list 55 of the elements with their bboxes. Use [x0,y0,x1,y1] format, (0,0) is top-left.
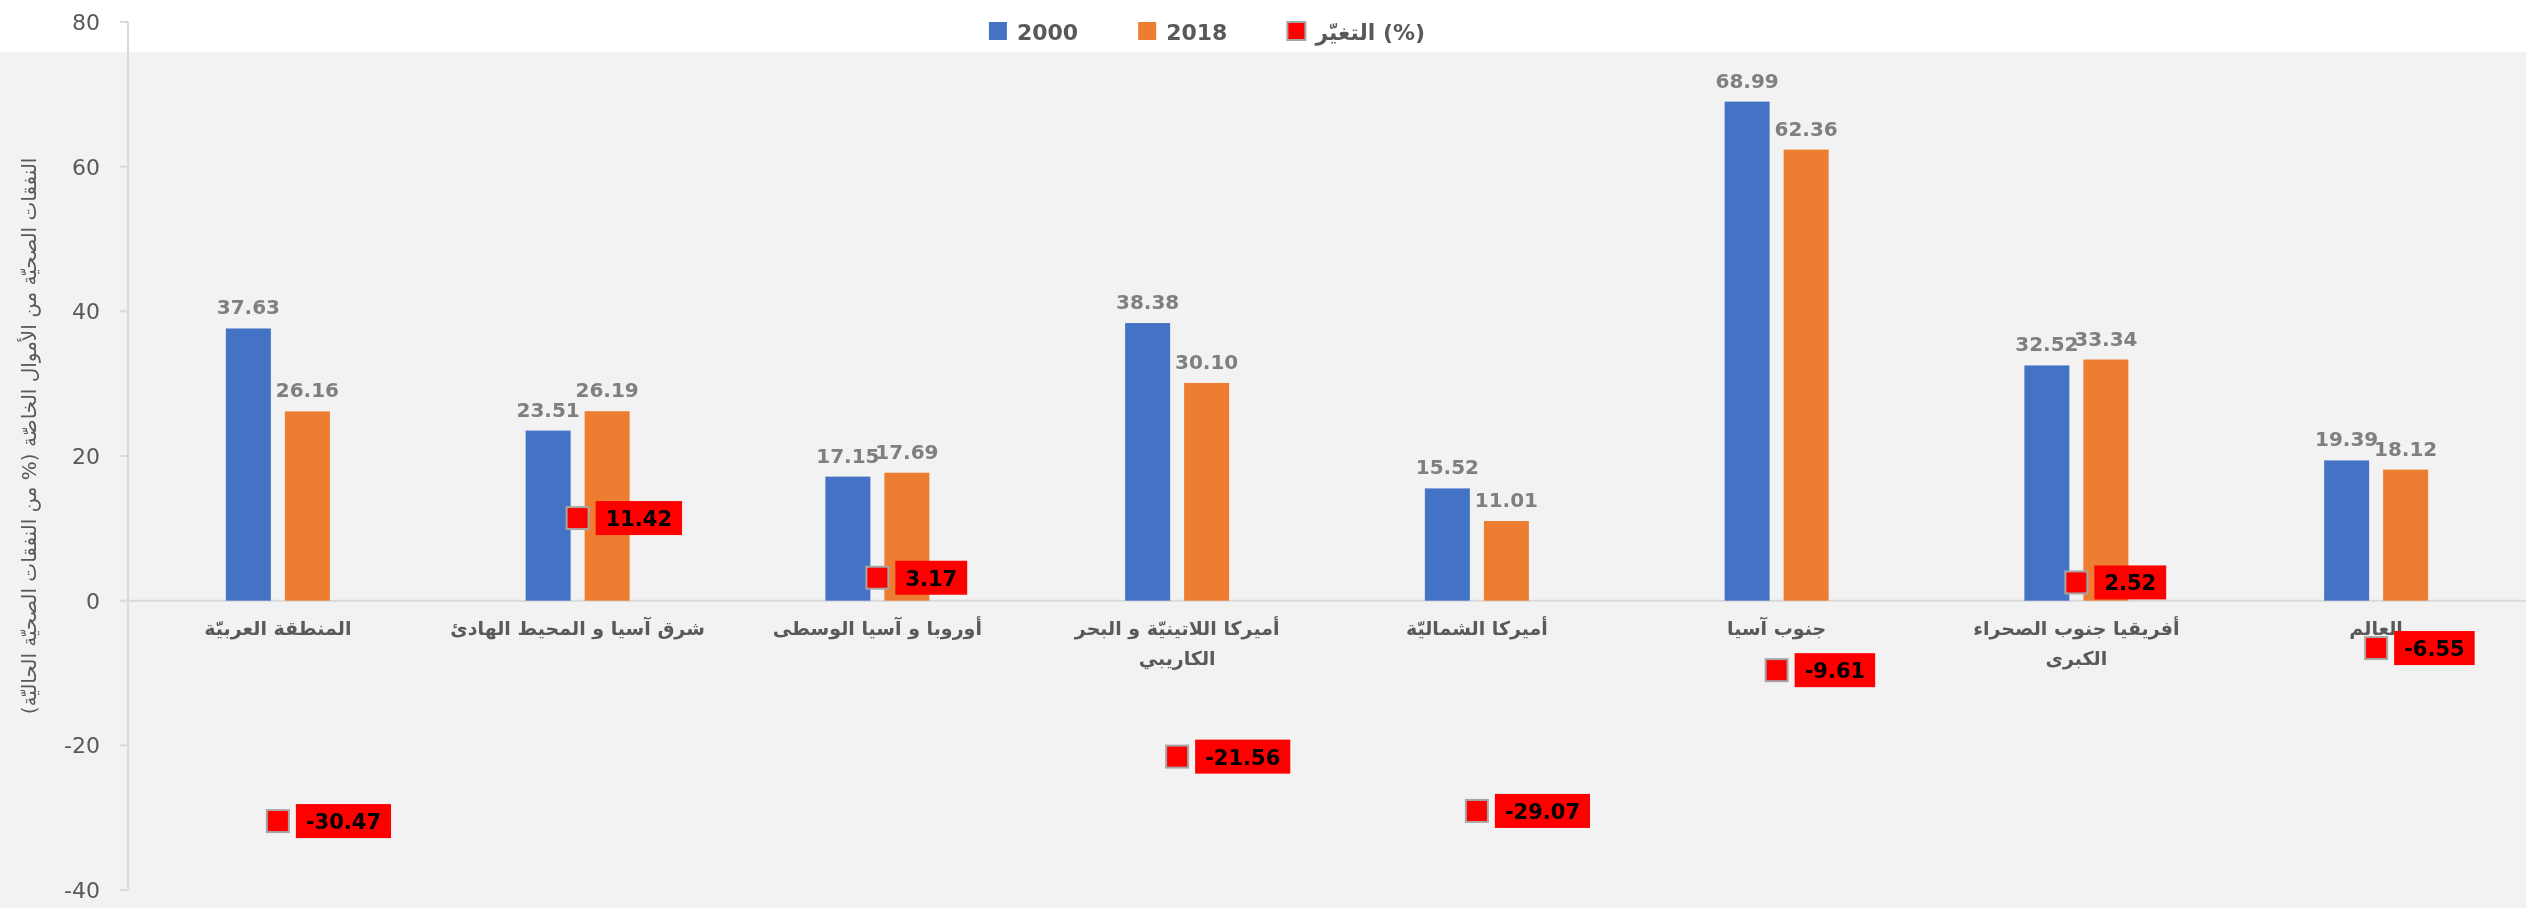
y-axis-title: النفقات الصحيّة من الأموال الخاصّة (% من النفقات الصحيّة الحاليّة) [17,157,41,715]
data-label: 30.10 [1174,349,1239,374]
point [2064,570,2089,595]
point [265,809,290,834]
data-label: 11.01 [1474,488,1539,513]
bar [1483,521,1529,601]
bar [1125,323,1171,601]
bar [1424,488,1470,601]
legend-label: 2000 [1016,20,1079,45]
data-label: 26.16 [275,378,340,403]
bar [825,476,871,601]
data-label: 15.52 [1415,455,1480,480]
legend-label: 2018 [1166,20,1228,45]
data-label: 3.17 [905,566,958,591]
bar [2383,469,2429,601]
data-label: 68.99 [1715,68,1779,93]
x-tick-label: أميركا الشماليّة [1405,615,1548,640]
data-label: -6.55 [2404,637,2465,662]
data-label: -9.61 [1804,659,1866,684]
point [1764,658,1789,683]
legend-label: التغيّر (%) [1314,20,1426,46]
data-label: -29.07 [1504,799,1581,824]
bar [525,430,571,601]
bar [1783,149,1829,601]
y-tick-label: -40 [64,878,100,903]
bar [225,328,271,601]
x-tick-label: أوروبا و آسيا الوسطى [772,615,982,640]
data-label: -21.56 [1205,745,1281,770]
y-tick-label: 80 [72,10,100,35]
data-label: 62.36 [1774,116,1838,141]
x-tick-label: أفريقيا جنوب الصحراء الكبرى [1973,615,2180,670]
point [865,565,890,590]
bar [2024,365,2070,601]
point [565,506,590,531]
y-tick-label: 0 [86,588,100,614]
bar [284,411,330,601]
x-tick-label: جنوب آسيا [1727,615,1827,640]
x-tick-label: شرق آسيا و المحيط الهادئ [450,615,705,640]
data-label: 37.63 [216,295,281,320]
bar [2324,460,2370,601]
y-tick-label: 40 [72,299,100,325]
point [1464,798,1489,823]
bar [1724,101,1770,601]
y-tick-label: -20 [64,733,100,759]
data-label: 11.42 [605,507,673,532]
x-tick-label: العالم [2349,616,2403,639]
data-label: 2.52 [2104,571,2157,596]
data-label: 38.38 [1115,290,1180,315]
x-tick-label: المنطقة العربيّة [204,616,352,640]
y-tick-label: 20 [72,444,100,469]
bar [1184,382,1230,601]
point [1165,744,1190,769]
data-label: -30.47 [305,810,382,835]
x-tick-label: أميركا اللاتينيّة و البحر الكاريبي [1073,615,1280,670]
y-tick-label: 60 [72,154,100,180]
